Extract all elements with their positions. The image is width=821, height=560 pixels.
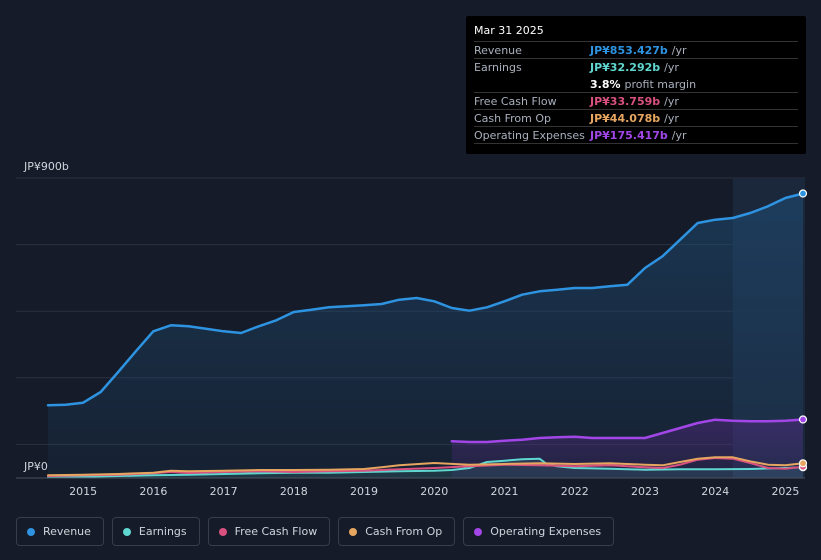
revenue-dot-icon (27, 527, 35, 536)
tooltip-row-earnings: Earnings JP¥32.292b /yr (474, 59, 798, 76)
tooltip-row-margin: 3.8% profit margin (474, 76, 798, 93)
y-axis-top-label: JP¥900b (23, 160, 69, 173)
cfo-line (47, 456, 804, 477)
earnings-dot-icon (122, 527, 131, 536)
tooltip-row-fcf: Free Cash Flow JP¥33.759b /yr (474, 93, 798, 110)
legend-label: Free Cash Flow (234, 525, 318, 538)
tooltip-unit: /yr (664, 61, 679, 74)
legend-label: Operating Expenses (490, 525, 602, 538)
legend: Revenue Earnings Free Cash Flow Cash Fro… (16, 517, 622, 546)
legend-item-revenue[interactable]: Revenue (16, 517, 104, 546)
x-tick-label: 2020 (420, 485, 448, 498)
tooltip-value: JP¥33.759b (590, 95, 661, 108)
x-tick-label: 2023 (631, 485, 659, 498)
legend-item-cfo[interactable]: Cash From Op (338, 517, 456, 546)
tooltip-unit: /yr (671, 44, 687, 57)
revenue-area (48, 193, 803, 478)
tooltip-label: Cash From Op (474, 112, 552, 125)
x-tick-label: 2017 (210, 485, 238, 498)
fcf-dot-icon (218, 527, 227, 536)
tooltip-date: Mar 31 2025 (474, 24, 798, 42)
x-tick-label: 2015 (69, 485, 97, 498)
end-markers (798, 189, 808, 472)
opex-dot-icon (474, 527, 483, 536)
tooltip-unit: /yr (671, 129, 687, 142)
tooltip-label: Revenue (474, 44, 522, 57)
legend-label: Revenue (43, 525, 91, 538)
tooltip-value: JP¥44.078b (590, 112, 661, 125)
series-areas (48, 193, 803, 478)
opex-line (450, 418, 805, 444)
legend-label: Cash From Op (365, 525, 443, 538)
x-tick-label: 2024 (701, 485, 729, 498)
x-tick-label: 2021 (491, 485, 519, 498)
tooltip-label: Operating Expenses (474, 129, 585, 142)
tooltip-row-revenue: Revenue JP¥853.427b /yr (474, 42, 798, 59)
legend-label: Earnings (138, 525, 187, 538)
tooltip-value: JP¥853.427b (590, 44, 668, 57)
revenue-line (46, 192, 805, 407)
x-tick-label: 2019 (350, 485, 378, 498)
series-lines (46, 192, 805, 479)
y-axis-bottom-label: JP¥0 (23, 460, 48, 473)
legend-item-earnings[interactable]: Earnings (111, 517, 200, 546)
x-tick-label: 2025 (771, 485, 799, 498)
earnings-area (48, 458, 803, 478)
tooltip-margin-text: profit margin (624, 78, 697, 91)
tooltip-label: Free Cash Flow (474, 95, 557, 108)
tooltip: Mar 31 2025 Revenue JP¥853.427b /yr Earn… (466, 16, 806, 154)
x-tick-label: 2016 (139, 485, 167, 498)
x-tick-label: 2022 (561, 485, 589, 498)
opex-end-marker (798, 415, 808, 424)
legend-item-fcf[interactable]: Free Cash Flow (207, 517, 331, 546)
x-tick-labels: 2015 2016 2017 2018 2019 2020 2021 2022 2023 2024… (69, 485, 799, 498)
legend-item-opex[interactable]: Operating Expenses (463, 517, 615, 546)
tooltip-value: JP¥32.292b (590, 61, 661, 74)
tooltip-row-opex: Operating Expenses JP¥175.417b /yr (474, 127, 798, 144)
tooltip-value: JP¥175.417b (590, 129, 668, 142)
tooltip-margin-value: 3.8% (590, 78, 621, 91)
x-tick-label: 2018 (280, 485, 308, 498)
revenue-end-marker (798, 189, 808, 198)
cfo-end-marker (798, 459, 808, 468)
cfo-dot-icon (349, 527, 358, 536)
tooltip-unit: /yr (664, 95, 679, 108)
tooltip-row-cfo: Cash From Op JP¥44.078b /yr (474, 110, 798, 127)
tooltip-unit: /yr (664, 112, 679, 125)
tooltip-label: Earnings (474, 61, 522, 74)
